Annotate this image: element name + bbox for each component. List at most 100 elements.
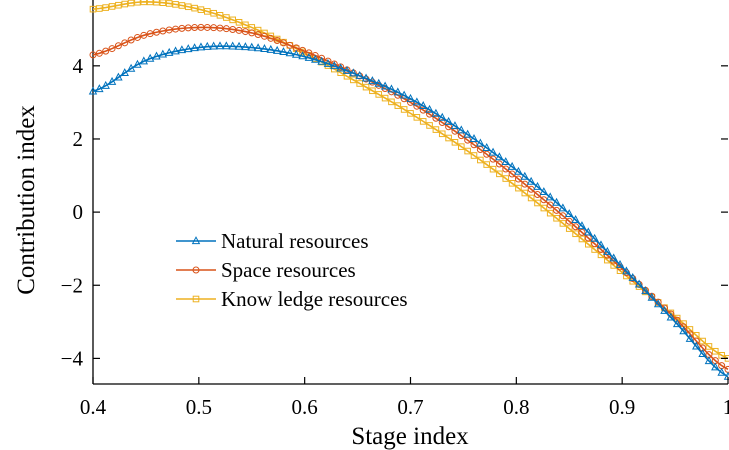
data-point — [133, 33, 141, 41]
data-point — [413, 102, 421, 110]
data-point — [653, 299, 663, 308]
data-point — [540, 204, 548, 212]
data-point — [349, 68, 358, 77]
data-point — [139, 56, 149, 65]
data-point — [152, 51, 161, 60]
data-point — [361, 73, 371, 82]
data-point — [171, 46, 180, 55]
data-point — [102, 4, 110, 11]
data-point — [191, 4, 198, 12]
data-point — [534, 199, 541, 207]
data-point — [463, 129, 472, 138]
data-point — [374, 78, 383, 87]
data-point — [273, 37, 281, 45]
data-point — [394, 102, 402, 109]
x-tick-label: 0.6 — [292, 395, 318, 419]
data-point — [591, 240, 599, 248]
data-point — [197, 6, 205, 13]
data-point — [146, 0, 154, 6]
data-point — [89, 5, 97, 13]
legend: Natural resources Space resources Know led… — [176, 229, 408, 311]
data-point — [469, 134, 479, 142]
data-point — [114, 42, 122, 50]
data-point — [445, 123, 453, 131]
data-point — [178, 2, 186, 9]
data-point — [298, 51, 307, 60]
data-point — [634, 279, 644, 288]
data-point — [450, 121, 460, 130]
legend-label: Natural resources — [221, 229, 369, 253]
data-point — [413, 114, 421, 121]
data-point — [311, 54, 320, 63]
data-point — [406, 93, 415, 102]
data-point — [552, 197, 561, 206]
y-tick-label: 0 — [73, 200, 84, 224]
data-point — [229, 16, 236, 24]
series-knowledge-resources — [89, 0, 729, 362]
data-point — [559, 220, 567, 227]
data-point — [355, 70, 364, 79]
data-point — [126, 63, 136, 72]
data-point — [572, 230, 579, 238]
data-point — [565, 225, 573, 232]
data-point — [571, 215, 580, 223]
data-point — [215, 41, 225, 50]
data-point — [399, 90, 409, 99]
data-point — [457, 125, 466, 134]
data-point — [248, 29, 256, 37]
data-point — [464, 147, 471, 155]
data-point — [419, 106, 427, 114]
data-point — [108, 45, 116, 53]
data-point — [666, 312, 676, 321]
data-point — [356, 80, 363, 87]
x-tick-label: 0.4 — [80, 395, 107, 419]
data-point — [272, 45, 282, 54]
data-point — [712, 347, 719, 355]
legend-marker — [191, 236, 201, 245]
data-point — [114, 72, 123, 81]
data-point — [603, 246, 612, 255]
data-point — [692, 341, 701, 350]
data-point — [280, 39, 287, 47]
data-point — [686, 326, 694, 333]
x-tick-label: 0.7 — [397, 395, 423, 419]
data-point — [545, 192, 555, 201]
data-point — [660, 305, 669, 314]
data-point — [108, 3, 116, 10]
data-point — [115, 1, 122, 9]
data-point — [578, 235, 586, 243]
data-point — [438, 130, 446, 138]
data-point — [488, 147, 498, 156]
data-point — [140, 0, 148, 6]
data-point — [596, 240, 606, 249]
data-point — [496, 170, 503, 178]
data-point — [203, 41, 212, 50]
data-point — [266, 44, 276, 53]
data-point — [508, 180, 516, 187]
data-point — [521, 189, 529, 197]
data-point — [546, 209, 554, 217]
data-point — [438, 118, 446, 126]
data-point — [482, 143, 491, 151]
data-point — [158, 49, 168, 58]
data-point — [501, 157, 510, 166]
series-line-knowledge-resources — [92, 1, 729, 360]
series-line-space-resources — [92, 26, 729, 371]
data-point — [164, 47, 174, 56]
y-axis-title: Contribution index — [13, 105, 40, 295]
data-point — [107, 76, 117, 85]
data-point — [350, 76, 357, 84]
data-point — [120, 68, 129, 77]
data-point — [241, 28, 249, 36]
data-point — [369, 87, 376, 95]
data-point — [96, 5, 103, 12]
data-point — [458, 143, 465, 150]
series-natural-resources — [88, 41, 729, 380]
data-point — [121, 0, 129, 8]
data-point — [507, 161, 517, 170]
data-point — [526, 176, 536, 185]
data-point — [476, 138, 485, 147]
data-point — [222, 41, 231, 50]
y-tick-label: −2 — [61, 273, 83, 297]
data-point — [483, 161, 490, 168]
